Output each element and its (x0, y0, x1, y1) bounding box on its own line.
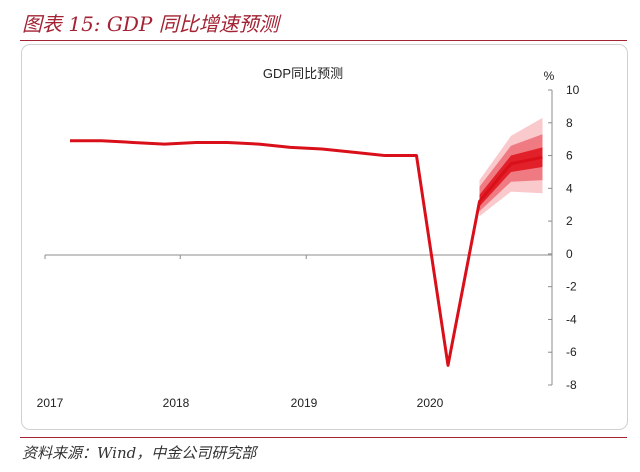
x-tick-label: 2020 (417, 396, 444, 410)
chart-title: GDP同比预测 (263, 66, 343, 81)
y-tick-label: -4 (566, 312, 577, 326)
source-rule (20, 437, 627, 438)
forecast-band-inner (479, 147, 543, 207)
y-tick-label: -2 (566, 280, 577, 294)
x-tick-label: 2019 (291, 396, 318, 410)
axes (44, 89, 553, 386)
y-tick-label: -8 (566, 378, 577, 392)
y-tick-label: -6 (566, 345, 577, 359)
y-tick-label: 8 (566, 116, 573, 130)
x-tick-label: 2018 (163, 396, 190, 410)
y-unit-label: % (544, 69, 555, 83)
figure-title: 图表 15: GDP 同比增速预测 (22, 12, 279, 36)
y-tick-label: 10 (566, 83, 580, 97)
x-tick-label: 2017 (37, 396, 64, 410)
y-tick-label: 0 (566, 247, 573, 261)
tick-labels: 10 8 6 4 2 0 -2 -4 -6 -8 2017 2018 2019 2020 (37, 83, 580, 410)
source-note: 资料来源：Wind，中金公司研究部 (22, 444, 257, 462)
title-rule (20, 40, 627, 41)
series-line (70, 139, 543, 367)
y-tick-label: 4 (566, 181, 573, 195)
y-tick-label: 6 (566, 149, 573, 163)
chart-frame (21, 44, 628, 430)
y-tick-label: 2 (566, 214, 573, 228)
forecast-bands (479, 117, 543, 217)
